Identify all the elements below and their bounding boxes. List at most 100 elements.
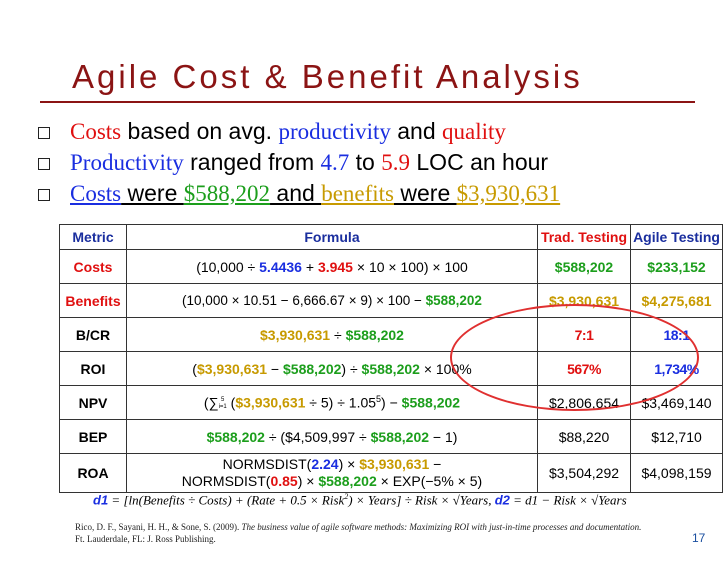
table-row-bep: BEP $588,202 ÷ ($4,509,997 ÷ $588,202 − … — [59, 419, 723, 454]
bullet-item: Costs based on avg. productivity and qua… — [36, 118, 716, 149]
formula-part: $588,202 — [283, 360, 342, 377]
equation-footnote: d1 = [ln(Benefits ÷ Costs) + (Rate + 0.5… — [93, 492, 627, 508]
bullet-item: Costs were $588,202 and benefits were $3… — [36, 180, 716, 211]
exponent: 5 — [376, 394, 382, 405]
citation-authors: Rico, D. F., Sayani, H. H., & Sone, S. (… — [75, 522, 242, 532]
bullet-text-part: were — [394, 180, 457, 206]
formula-part: $588,202 — [361, 360, 420, 377]
formula-part: 5.4436 — [259, 258, 302, 275]
formula-part: 0.85 — [270, 473, 298, 489]
d1-expression: = [ln(Benefits ÷ Costs) + (Rate + 0.5 × … — [108, 492, 345, 508]
bullet-high-value: 5.9 — [381, 150, 410, 175]
bullet-benefits: benefits — [321, 181, 394, 206]
metric-cell: NPV — [59, 385, 127, 420]
trad-value-cell: $3,504,292 — [537, 453, 631, 493]
squared-exponent: 2 — [344, 492, 349, 501]
metric-cell: BEP — [59, 419, 127, 454]
formula-part: NORMSDIST( — [181, 473, 271, 489]
sum-lower-limit: i=1 — [218, 403, 227, 410]
formula-part: $588,202 — [206, 428, 265, 445]
table-row-benefits: Benefits (10,000 × 10.51 − 6,666.67 × 9)… — [59, 283, 723, 318]
formula-part: $3,930,631 — [359, 456, 430, 472]
metric-cell: Benefits — [59, 283, 127, 318]
formula-cell: (10,000 × 10.51 − 6,666.67 × 9) × 100 − … — [126, 283, 538, 318]
table-header-row: Metric Formula Trad. Testing Agile Testi… — [59, 224, 723, 250]
bullet-text: Productivity ranged from 4.7 to 5.9 LOC … — [70, 149, 548, 176]
formula-part: ( — [226, 394, 236, 411]
header-agile-testing: Agile Testing — [630, 224, 723, 250]
formula-part: ÷ 5) ÷ 1.05 — [305, 394, 377, 411]
square-bullet-icon — [38, 127, 50, 139]
page-number: 17 — [692, 531, 706, 545]
metric-cell: Costs — [59, 249, 127, 284]
citation: Rico, D. F., Sayani, H. H., & Sone, S. (… — [75, 521, 641, 545]
agile-value-cell: $4,098,159 — [630, 453, 723, 493]
bullet-costs: Costs — [70, 119, 122, 144]
formula-cell: (∑ 5 i=1 ($3,930,631 ÷ 5) ÷ 1.055) − $588,… — [126, 385, 538, 420]
trad-value-cell: $588,202 — [537, 249, 631, 284]
d2-expression: = d1 − Risk × √Years — [509, 492, 627, 508]
formula-cell: (10,000 ÷ 5.4436 + 3.945 × 10 × 100) × 1… — [126, 249, 538, 284]
trad-value-cell: $88,220 — [537, 419, 631, 454]
square-bullet-icon — [38, 158, 50, 170]
bullet-text-part: and — [390, 118, 443, 144]
formula-part: $588,202 — [345, 326, 404, 343]
formula-part: ( — [192, 360, 197, 377]
formula-part: ) − — [381, 394, 402, 411]
agile-value-cell: $12,710 — [630, 419, 723, 454]
agile-value-cell: $4,275,681 — [630, 283, 723, 318]
formula-part: ) ÷ — [341, 360, 362, 377]
formula-part: $3,930,631 — [260, 326, 331, 343]
bullet-text-part: were — [121, 180, 184, 206]
metric-cell: ROI — [59, 351, 127, 386]
table-row-costs: Costs (10,000 ÷ 5.4436 + 3.945 × 10 × 10… — [59, 249, 723, 284]
formula-part: ÷ — [330, 326, 346, 343]
bullet-benefit-value: $3,930,631 — [456, 181, 561, 206]
formula-part: × EXP(−5% × 5) — [376, 473, 483, 489]
formula-part: (10,000 × 10.51 − 6,666.67 × 9) × 100 − — [182, 293, 426, 308]
formula-part: (10,000 ÷ — [196, 258, 260, 275]
bullet-cost-value: $588,202 — [183, 181, 271, 206]
citation-title: The business value of agile software met… — [241, 522, 642, 532]
bullet-productivity: Productivity — [70, 150, 184, 175]
square-bullet-icon — [38, 189, 50, 201]
header-trad-testing: Trad. Testing — [537, 224, 631, 250]
bullet-quality: quality — [442, 119, 506, 144]
d1-label: d1 — [93, 492, 109, 508]
formula-part: 2.24 — [311, 456, 339, 472]
bullet-text: Costs based on avg. productivity and qua… — [70, 118, 506, 145]
formula-part: $588,202 — [370, 428, 430, 445]
d1-expression-rest: ) × Years] ÷ Risk × √Years, — [348, 492, 495, 508]
bullet-costs: Costs — [70, 181, 122, 206]
bullet-productivity: productivity — [278, 119, 391, 144]
bullet-text-part: based on avg. — [121, 118, 279, 144]
formula-part: NORMSDIST( — [222, 456, 312, 472]
sum-upper-limit: 5 — [221, 396, 225, 403]
formula-part: + — [301, 258, 318, 275]
metric-cell: B/CR — [59, 317, 127, 352]
formula-part: ÷ ($4,509,997 ÷ — [264, 428, 371, 445]
header-formula: Formula — [126, 224, 538, 250]
d2-label: d2 — [494, 492, 510, 508]
formula-part: 3.945 — [317, 258, 353, 275]
formula-part: − — [267, 360, 283, 377]
header-metric: Metric — [59, 224, 127, 250]
formula-part: ) × — [297, 473, 319, 489]
bullet-text-part: and — [270, 180, 322, 206]
formula-part: $588,202 — [425, 293, 482, 308]
bullet-text-part: LOC an hour — [410, 149, 549, 175]
table-row-roa: ROA NORMSDIST(2.24) × $3,930,631 − NORMSD… — [59, 453, 723, 493]
formula-part: $3,930,631 — [235, 394, 306, 411]
highlight-ellipse — [450, 304, 699, 411]
title-divider — [40, 101, 695, 103]
formula-part: $588,202 — [318, 473, 377, 489]
metric-cell: ROA — [59, 453, 127, 493]
formula-cell: $588,202 ÷ ($4,509,997 ÷ $588,202 − 1) — [126, 419, 538, 454]
slide-title: Agile Cost & Benefit Analysis — [72, 58, 583, 95]
formula-part: (∑ — [203, 394, 219, 411]
agile-value-cell: $233,152 — [630, 249, 723, 284]
bullet-item: Productivity ranged from 4.7 to 5.9 LOC … — [36, 149, 716, 180]
bullet-text: Costs were $588,202 and benefits were $3… — [70, 180, 560, 207]
formula-part: − — [429, 456, 442, 472]
bullet-text-part: ranged from — [183, 149, 321, 175]
